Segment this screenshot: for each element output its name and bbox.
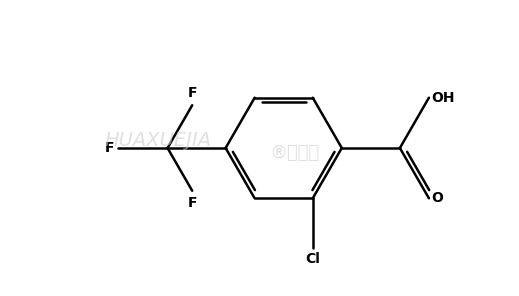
Text: OH: OH xyxy=(431,91,455,105)
Text: O: O xyxy=(431,191,443,205)
Text: Cl: Cl xyxy=(305,252,320,266)
Text: F: F xyxy=(187,86,197,100)
Text: F: F xyxy=(105,141,114,155)
Text: ®化学加: ®化学加 xyxy=(269,144,319,162)
Text: HUAXUEJIA: HUAXUEJIA xyxy=(105,131,212,150)
Text: F: F xyxy=(187,196,197,210)
